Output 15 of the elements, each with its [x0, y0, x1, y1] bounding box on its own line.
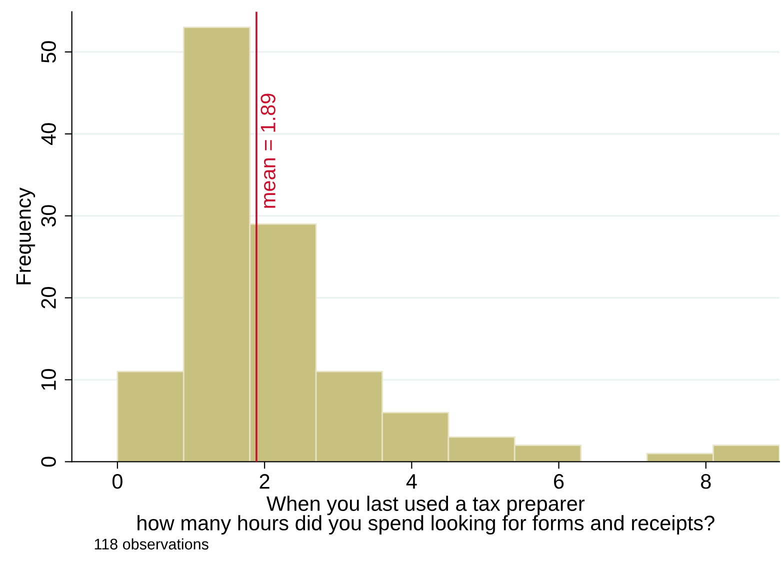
y-tick-label: 10: [41, 368, 56, 390]
y-tick-label: 20: [41, 287, 56, 308]
x-axis-title: When you last used a tax preparer how many hours did you spend looking for forms and receipts?: [138, 496, 714, 535]
x-tick-label: 2: [260, 474, 270, 489]
x-tick-label: 6: [554, 474, 564, 489]
y-tick-label: 40: [41, 123, 56, 145]
ref-line-label: mean = 1.89: [260, 94, 276, 208]
text: 118 observations: [94, 538, 208, 550]
x-tick-label: 0: [112, 474, 122, 489]
y-tick-label: 30: [41, 205, 56, 227]
y-tick-label: 0: [41, 456, 56, 467]
x-tick-label: 4: [406, 474, 417, 489]
y-axis-title: Frequency: [16, 188, 36, 284]
x-tick-label: 8: [700, 474, 711, 489]
y-tick-label: 50: [41, 41, 56, 63]
